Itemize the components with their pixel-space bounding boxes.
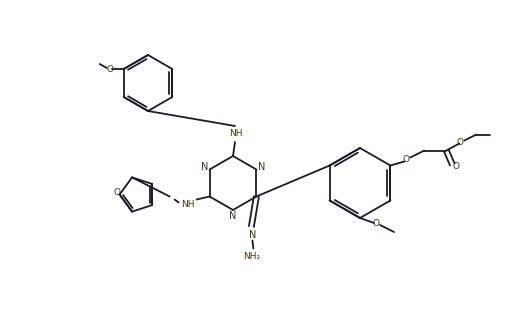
Text: N: N: [229, 211, 237, 221]
Text: N: N: [249, 230, 256, 241]
Text: NH: NH: [181, 200, 194, 209]
Text: O: O: [403, 155, 410, 164]
Text: NH₂: NH₂: [243, 252, 260, 261]
Text: N: N: [201, 161, 208, 171]
Text: O: O: [113, 188, 120, 197]
Text: O: O: [106, 64, 113, 73]
Text: O: O: [373, 219, 380, 229]
Text: NH: NH: [229, 129, 243, 138]
Text: O: O: [457, 138, 464, 147]
Text: N: N: [258, 161, 265, 171]
Text: O: O: [453, 162, 460, 171]
